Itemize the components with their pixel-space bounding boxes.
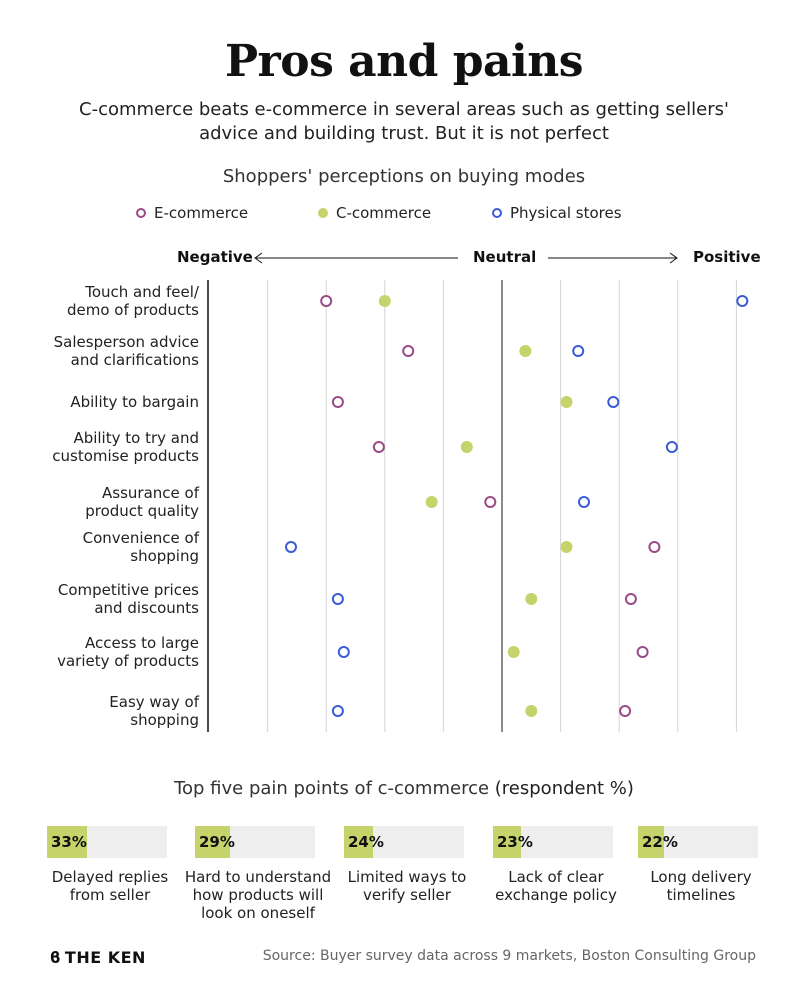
pain-point-bar-fill [493,826,521,858]
point-physical-stores [607,396,620,408]
pain-point-bar-fill [195,826,230,858]
point-physical-stores [572,345,585,357]
point-physical-stores [578,496,590,508]
point-e-commerce [619,705,632,717]
row-label: Ability to bargain [70,393,199,411]
pain-point-bar: 24% [344,826,464,858]
point-c-commerce [560,541,573,553]
pain-point-value: 22% [642,833,678,851]
axis-negative-label: Negative [177,248,253,266]
point-c-commerce [525,705,538,717]
pain-points-title-text: Top five pain points of c-commerce [174,778,490,799]
brand-logo: ϐ THE KEN [50,948,146,967]
legend-marker-ccommerce [318,208,328,218]
point-e-commerce [624,593,637,605]
brand-name: THE KEN [64,948,146,967]
axis-neutral-label: Neutral [473,248,537,266]
pain-point-bar: 23% [493,826,613,858]
positive-arrowhead-icon [669,252,678,264]
chart-row-labels: Touch and feel/demo of products Salespers… [52,283,200,729]
legend-label-ecommerce: E-commerce [154,204,249,222]
pain-point-bar-fill [344,826,373,858]
perception-chart: Touch and feel/demo of products Salespers… [52,252,749,732]
pain-point-bar: 22% [638,826,758,858]
point-c-commerce [425,496,438,508]
chart-legend: E-commerce C-commerce Physical stores [0,204,808,226]
pain-point-label: Delayed replies from seller [51,868,169,904]
row-label: Access to large variety of products [57,634,199,670]
chart-title: Shoppers' perceptions on buying modes [222,166,586,187]
chart-gridlines [207,280,737,732]
row-label: Touch and feel/demo of products [67,283,200,319]
row-label: Competitive prices and discounts [58,581,199,617]
pain-point-item: 24% Limited ways to verify seller [344,826,474,904]
point-c-commerce [525,593,538,605]
point-c-commerce [519,345,532,357]
row-label: Salesperson advice and clarifications [54,333,200,369]
row-label: Ability to try and customise products [52,429,199,465]
pain-point-label: Limited ways to verify seller [347,868,467,904]
legend-marker-ecommerce [136,208,146,218]
axis-arrows [254,252,678,264]
pain-point-label: Long delivery timelines [650,868,752,904]
page-subtitle: C-commerce beats e-commerce in several a… [79,99,729,144]
pain-point-value: 24% [348,833,384,851]
pain-point-label: Lack of clear exchange policy [495,868,617,904]
row-label: Assurance of product quality [85,484,199,520]
point-e-commerce [372,441,385,453]
legend-item-ccommerce: C-commerce [318,204,431,222]
legend-label-physical: Physical stores [510,204,622,222]
point-c-commerce [378,295,391,307]
row-label: Easy way of shopping [109,693,199,729]
pain-point-bar-fill [47,826,87,858]
pain-point-bar: 33% [47,826,167,858]
point-e-commerce [331,396,344,408]
chart-points [285,295,749,717]
source-note: Source: Buyer survey data across 9 marke… [262,948,756,964]
row-label: Convenience of shopping [83,529,200,565]
pain-point-bar-fill [638,826,665,858]
point-e-commerce [320,295,333,307]
point-e-commerce [402,345,415,357]
point-c-commerce [507,646,520,658]
point-physical-stores [331,705,344,717]
pain-point-item: 33% Delayed replies from seller [47,826,177,904]
point-e-commerce [484,496,497,508]
pain-point-value: 29% [199,833,235,851]
page-title: Pros and pains [224,36,584,87]
point-physical-stores [337,646,350,658]
point-e-commerce [636,646,649,658]
legend-marker-physical [492,208,502,218]
point-e-commerce [648,541,661,553]
pain-points-title: Top five pain points of c-commerce (resp… [0,778,808,799]
legend-item-physical: Physical stores [492,204,622,222]
axis-positive-label: Positive [693,248,761,266]
pain-point-item: 22% Long delivery timelines [638,826,768,904]
point-physical-stores [285,541,297,553]
pain-point-bar: 29% [195,826,315,858]
legend-label-ccommerce: C-commerce [336,204,432,222]
pain-points-unit: (respondent %) [494,778,634,799]
pain-point-item: 29% Hard to understand how products will lo… [185,826,331,922]
point-c-commerce [460,441,473,453]
point-physical-stores [736,295,749,307]
pain-point-value: 33% [51,833,87,851]
legend-item-ecommerce: E-commerce [136,204,248,222]
ken-logo-icon: ϐ [50,948,61,967]
point-physical-stores [331,593,344,605]
pain-point-item: 23% Lack of clear exchange policy [493,826,623,904]
point-physical-stores [665,441,678,453]
negative-arrowhead-icon [254,252,263,264]
pain-point-label: Hard to understand how products will look … [184,868,332,922]
pain-point-value: 23% [497,833,533,851]
point-c-commerce [560,396,573,408]
